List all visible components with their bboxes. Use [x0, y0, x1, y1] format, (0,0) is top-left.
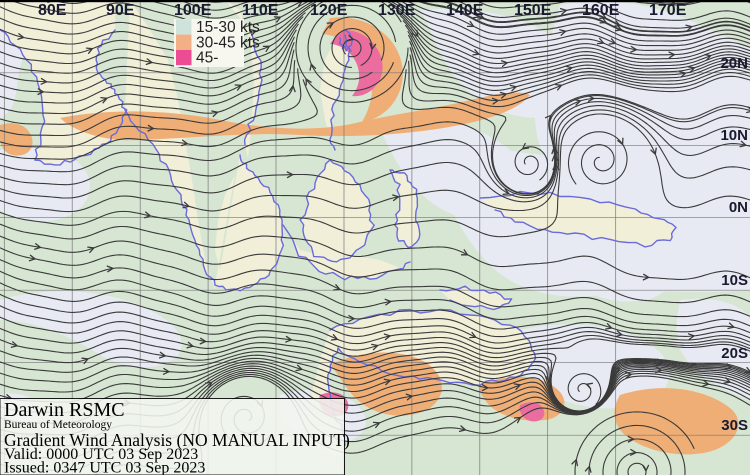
svg-text:130E: 130E: [378, 2, 416, 19]
svg-text:45-: 45-: [196, 50, 218, 67]
svg-text:10N: 10N: [720, 127, 748, 144]
svg-text:30S: 30S: [721, 417, 748, 434]
svg-text:10S: 10S: [721, 272, 748, 289]
svg-text:20S: 20S: [721, 345, 748, 362]
svg-text:Darwin RSMC: Darwin RSMC: [4, 399, 125, 421]
svg-text:160E: 160E: [582, 2, 620, 19]
svg-text:Issued: 0347 UTC 03 Sep 2023: Issued: 0347 UTC 03 Sep 2023: [4, 460, 205, 475]
svg-text:100E: 100E: [174, 2, 212, 19]
svg-text:170E: 170E: [649, 2, 687, 19]
svg-text:120E: 120E: [310, 2, 348, 19]
svg-text:0N: 0N: [729, 199, 748, 216]
svg-text:90E: 90E: [106, 2, 135, 19]
svg-text:140E: 140E: [446, 2, 484, 19]
svg-text:80E: 80E: [38, 2, 67, 19]
svg-text:110E: 110E: [242, 2, 279, 19]
svg-text:150E: 150E: [514, 2, 552, 19]
svg-text:20N: 20N: [720, 55, 748, 72]
